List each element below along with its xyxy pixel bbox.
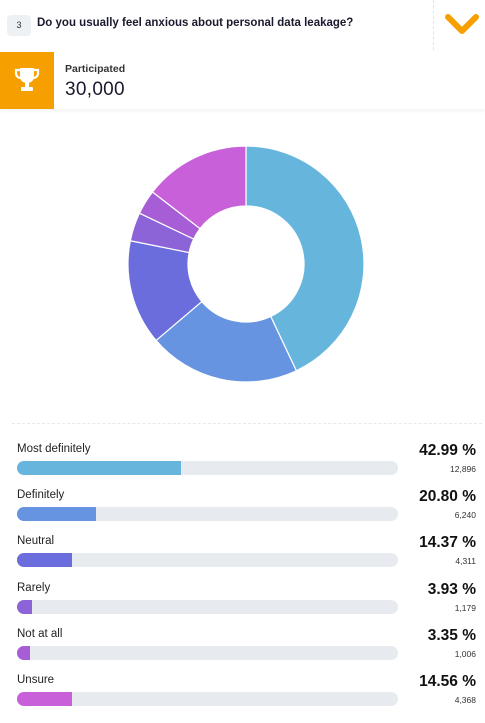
- results-donut-chart: [127, 145, 365, 383]
- result-percent: 42.99 %: [419, 442, 476, 459]
- result-percent: 3.93 %: [427, 581, 476, 598]
- trophy-icon: [14, 68, 40, 91]
- result-label: Most definitely: [17, 443, 91, 455]
- result-count: 1,006: [454, 649, 476, 659]
- section-divider: [12, 423, 482, 424]
- result-label: Definitely: [17, 489, 65, 501]
- result-percent: 3.35 %: [427, 627, 476, 644]
- chevron-down-icon[interactable]: [445, 12, 479, 38]
- result-label: Neutral: [17, 535, 55, 547]
- result-count: 12,896: [450, 464, 476, 474]
- question-text: Do you usually feel anxious about person…: [37, 17, 354, 29]
- result-row: Rarely 3.93 % 1,179: [0, 577, 485, 623]
- result-count: 6,240: [454, 510, 476, 520]
- result-percent: 14.37 %: [419, 534, 476, 551]
- donut-slice: [155, 300, 298, 383]
- result-row: Unsure 14.56 % 4,368: [0, 669, 485, 715]
- result-bar-fill: [17, 461, 181, 475]
- result-percent: 20.80 %: [419, 488, 476, 505]
- trophy-icon-tile: [0, 52, 54, 109]
- result-count: 4,368: [454, 695, 476, 705]
- result-label: Unsure: [17, 674, 55, 686]
- donut-slice: [151, 145, 247, 230]
- result-bar-track: [17, 600, 398, 614]
- result-row: Neutral 14.37 % 4,311: [0, 530, 485, 576]
- result-count: 4,311: [455, 556, 476, 566]
- result-bar-track: [17, 646, 398, 660]
- result-bar-fill: [17, 507, 97, 521]
- question-header: 3 Do you usually feel anxious about pers…: [0, 0, 485, 50]
- result-bar-track: [17, 692, 398, 706]
- result-row: Most definitely 42.99 % 12,896: [0, 438, 485, 484]
- participation-summary: Participated 30,000: [0, 52, 485, 109]
- header-divider: [433, 0, 434, 50]
- result-count: 1,179: [454, 603, 476, 613]
- result-row: Not at all 3.35 % 1,006: [0, 623, 485, 669]
- result-bar-fill: [17, 692, 73, 706]
- result-row: Definitely 20.80 % 6,240: [0, 484, 485, 530]
- result-bar-fill: [17, 646, 30, 660]
- result-bar-track: [17, 461, 398, 475]
- donut-slice: [245, 145, 365, 372]
- result-label: Rarely: [17, 582, 51, 594]
- participated-value: 30,000: [65, 79, 125, 100]
- question-number-badge: 3: [7, 15, 31, 36]
- result-bar-track: [17, 507, 398, 521]
- result-label: Not at all: [17, 628, 63, 640]
- participated-label: Participated: [65, 63, 126, 75]
- result-percent: 14.56 %: [419, 673, 476, 690]
- result-bar-fill: [17, 600, 32, 614]
- result-bar-track: [17, 553, 398, 567]
- result-bar-fill: [17, 553, 72, 567]
